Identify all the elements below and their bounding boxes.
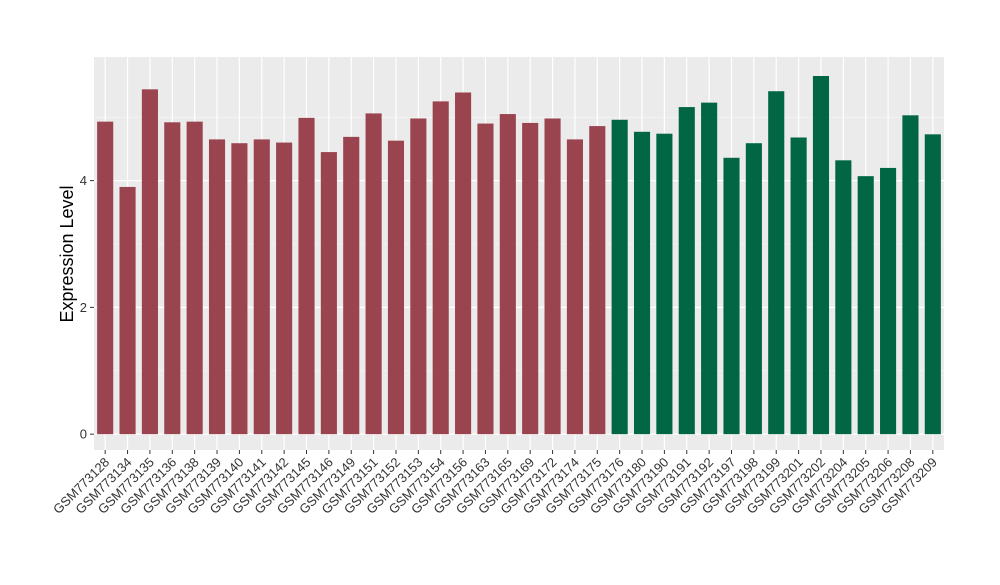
y-tick-label: 2 [80,300,87,315]
x-axis: GSM773128GSM773134GSM773135GSM773136GSM7… [50,450,940,517]
bar-GSM773199 [768,91,785,435]
bar-GSM773175 [589,126,606,435]
bar-GSM773190 [656,133,673,435]
bar-GSM773153 [410,118,427,435]
bar-GSM773138 [186,121,203,435]
bar-GSM773209 [924,134,941,435]
bar-GSM773180 [633,131,651,435]
bar-GSM773191 [678,107,695,435]
bar-GSM773204 [835,160,852,435]
bar-GSM773165 [499,114,516,435]
bar-GSM773139 [208,139,226,435]
bar-GSM773201 [790,137,807,435]
bar-GSM773145 [298,117,315,435]
bar-GSM773208 [902,115,919,435]
bar-GSM773176 [611,119,628,435]
bar-GSM773135 [141,89,158,435]
bar-GSM773205 [857,176,874,435]
bar-GSM773198 [745,143,762,435]
y-axis: 0 2 4 [80,173,94,442]
bar-GSM773192 [701,102,718,435]
y-tick-label: 0 [80,427,87,442]
bar-GSM773142 [276,142,293,435]
bar-GSM773128 [97,121,114,435]
bar-GSM773169 [522,122,539,435]
bar-GSM773163 [477,123,494,435]
y-axis-label: Expression Level [57,185,77,322]
bar-GSM773136 [164,122,181,435]
bar-GSM773141 [253,139,270,435]
bar-GSM773154 [432,101,449,435]
bar-GSM773134 [119,186,136,435]
bar-GSM773206 [880,167,897,435]
bar-GSM773156 [455,92,472,435]
y-tick-label: 4 [80,173,87,188]
bar-GSM773146 [320,152,337,435]
bar-GSM773149 [343,136,360,435]
bar-GSM773172 [544,118,561,435]
bars [97,76,941,435]
bar-GSM773174 [566,139,583,435]
bar-GSM773152 [387,140,405,435]
bar-GSM773197 [723,157,740,435]
bar-GSM773202 [812,76,830,435]
bar-GSM773151 [365,113,382,435]
bar-GSM773140 [231,143,248,435]
